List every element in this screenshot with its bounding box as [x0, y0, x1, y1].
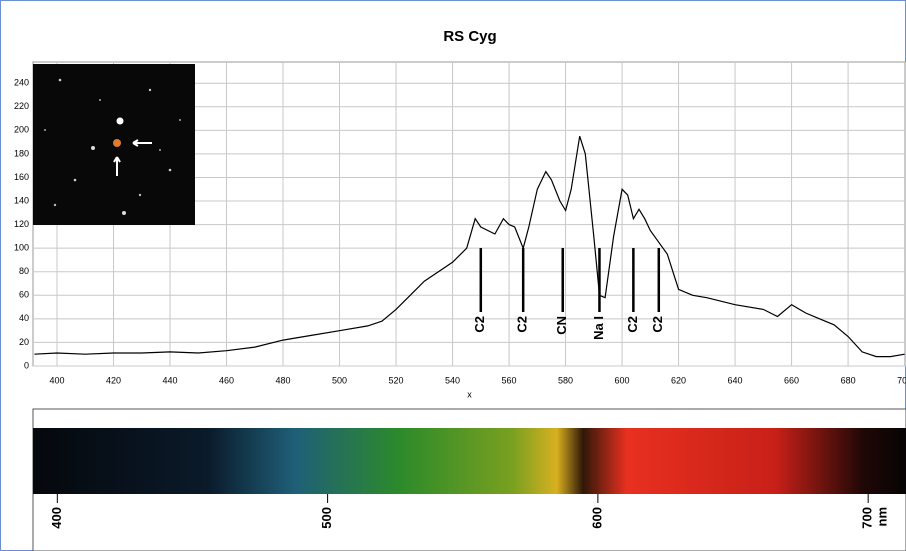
chart-title: RS Cyg — [443, 28, 496, 45]
annotation-label: C2 — [472, 316, 487, 333]
y-tick-label: 40 — [19, 313, 29, 323]
y-tick-label: 100 — [14, 243, 29, 253]
x-tick-label: 620 — [671, 375, 686, 385]
strip-tick-label: 600 — [589, 507, 604, 529]
x-tick-label: 420 — [106, 375, 121, 385]
x-tick-label: 700 — [897, 375, 906, 385]
x-tick-label: 520 — [389, 375, 404, 385]
x-tick-label: 400 — [49, 375, 64, 385]
y-tick-label: 220 — [14, 101, 29, 111]
annotation-label: C2 — [650, 316, 665, 333]
y-tick-label: 0 — [24, 360, 29, 370]
spectrum-line — [34, 136, 905, 358]
annotation-label: C2 — [625, 316, 640, 333]
strip-tick-label: 700 — [860, 507, 875, 529]
strip-tick-label: 400 — [49, 507, 64, 529]
x-tick-label: 660 — [784, 375, 799, 385]
y-tick-label: 120 — [14, 219, 29, 229]
x-tick-label: 500 — [332, 375, 347, 385]
y-tick-label: 160 — [14, 172, 29, 182]
x-tick-label: 460 — [219, 375, 234, 385]
y-tick-label: 240 — [14, 78, 29, 88]
x-tick-label: 580 — [558, 375, 573, 385]
y-tick-label: 20 — [19, 337, 29, 347]
y-tick-label: 60 — [19, 290, 29, 300]
annotation-label: CN — [554, 316, 569, 335]
y-tick-label: 180 — [14, 148, 29, 158]
y-tick-label: 140 — [14, 195, 29, 205]
annotation-label: Na I — [591, 316, 606, 340]
y-tick-label: 200 — [14, 125, 29, 135]
x-tick-label: 560 — [502, 375, 517, 385]
strip-tick-label: 500 — [319, 507, 334, 529]
spectrum-strip — [33, 428, 906, 494]
x-tick-label: 540 — [445, 375, 460, 385]
annotation-label: C2 — [515, 316, 530, 333]
x-tick-label: 600 — [615, 375, 630, 385]
x-axis-label: x — [467, 389, 472, 399]
star-image — [33, 64, 195, 225]
y-tick-label: 80 — [19, 266, 29, 276]
strip-axis: 400 500 600 700 nm — [49, 494, 890, 529]
x-tick-label: 640 — [728, 375, 743, 385]
x-tick-label: 440 — [163, 375, 178, 385]
x-tick-label: 680 — [841, 375, 856, 385]
x-tick-label: 480 — [276, 375, 291, 385]
strip-unit: nm — [875, 507, 890, 527]
